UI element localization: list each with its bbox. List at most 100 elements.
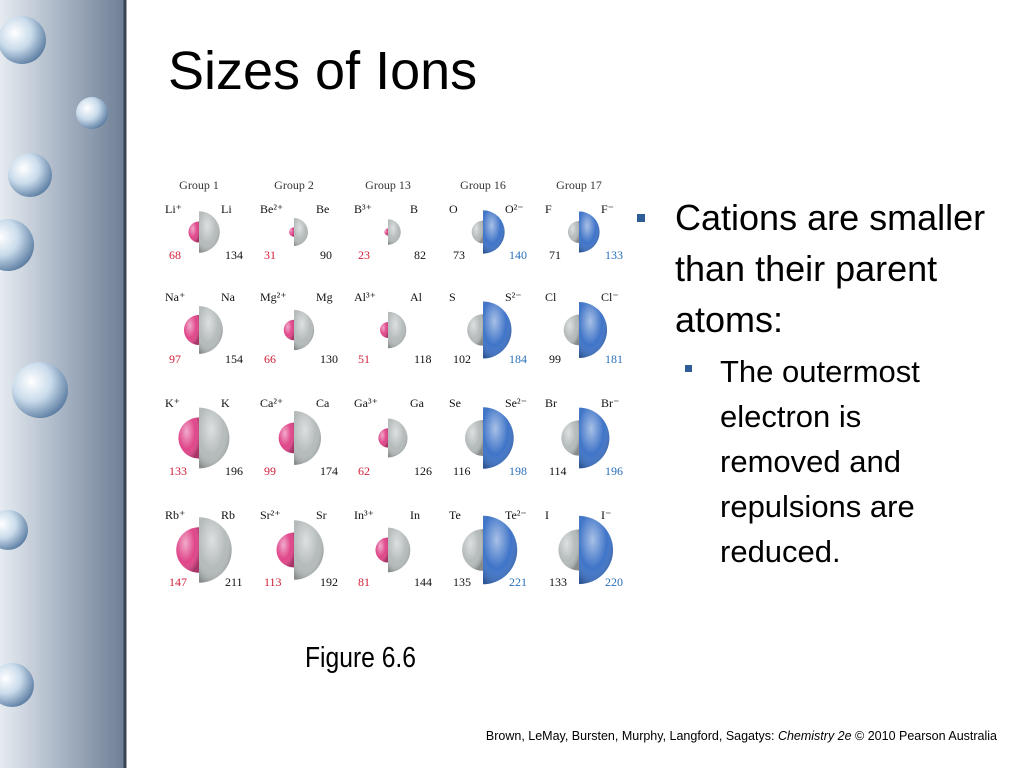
shading bbox=[483, 515, 518, 585]
bullet: Cations are smaller than their parent at… bbox=[637, 192, 1015, 345]
shading bbox=[388, 418, 408, 458]
atom-symbol: Rb bbox=[221, 508, 235, 522]
atom-radius: 211 bbox=[225, 575, 243, 589]
atom-radius: 192 bbox=[320, 575, 338, 589]
shading bbox=[467, 314, 483, 346]
shading bbox=[283, 319, 294, 341]
shading bbox=[199, 407, 230, 469]
shading bbox=[176, 527, 199, 573]
atom-radius: 82 bbox=[414, 248, 426, 262]
atom-symbol: F bbox=[545, 202, 552, 216]
ion-symbol: B³⁺ bbox=[354, 202, 372, 216]
ion-radius: 99 bbox=[264, 464, 276, 478]
atom-symbol: Te bbox=[449, 508, 461, 522]
ion-symbol: Sr²⁺ bbox=[260, 508, 281, 522]
atom-symbol: S bbox=[449, 290, 456, 304]
shading bbox=[199, 517, 232, 583]
shading bbox=[276, 532, 294, 568]
shading bbox=[561, 420, 579, 456]
atom-radius: 114 bbox=[549, 464, 567, 478]
citation: Brown, LeMay, Bursten, Murphy, Langford,… bbox=[486, 729, 997, 743]
atom-symbol: K bbox=[221, 396, 230, 410]
atom-symbol: Ca bbox=[316, 396, 330, 410]
shading bbox=[384, 228, 388, 236]
ion-radius: 196 bbox=[605, 464, 623, 478]
slide-title: Sizes of Ions bbox=[168, 41, 478, 101]
atom-symbol: Se bbox=[449, 396, 461, 410]
shading bbox=[579, 211, 600, 253]
ion-symbol: F⁻ bbox=[601, 202, 614, 216]
atom-radius: 135 bbox=[453, 575, 471, 589]
shading bbox=[378, 428, 388, 448]
group-label: Group 17 bbox=[556, 178, 602, 192]
bubbles bbox=[0, 16, 108, 707]
citation-rest: © 2010 Pearson Australia bbox=[851, 729, 997, 743]
ion-radius: 23 bbox=[358, 248, 370, 262]
atom-radius: 116 bbox=[453, 464, 471, 478]
ion-radius: 147 bbox=[169, 575, 187, 589]
ion-symbol: Br⁻ bbox=[601, 396, 619, 410]
atom-radius: 196 bbox=[225, 464, 243, 478]
ion-radius: 66 bbox=[264, 352, 276, 366]
citation-book: Chemistry 2e bbox=[777, 729, 852, 743]
ion-radius: 51 bbox=[358, 352, 370, 366]
shading bbox=[483, 301, 512, 359]
shading bbox=[199, 306, 223, 354]
ion-symbol: Ca²⁺ bbox=[260, 396, 283, 410]
ion-symbol: Na⁺ bbox=[165, 290, 185, 304]
ion-radius: 97 bbox=[169, 352, 181, 366]
ion-symbol: Be²⁺ bbox=[260, 202, 283, 216]
atom-radius: 71 bbox=[549, 248, 561, 262]
ion-symbol: K⁺ bbox=[165, 396, 180, 410]
ion-radius: 62 bbox=[358, 464, 370, 478]
atom-symbol: Al bbox=[410, 290, 423, 304]
shading bbox=[579, 515, 614, 585]
shading bbox=[483, 407, 514, 469]
shading bbox=[183, 314, 199, 346]
ion-symbol: Rb⁺ bbox=[165, 508, 185, 522]
shading bbox=[294, 520, 324, 580]
shading bbox=[278, 422, 294, 454]
group-label: Group 2 bbox=[274, 178, 314, 192]
atom-radius: 130 bbox=[320, 352, 338, 366]
atom-symbol: Na bbox=[221, 290, 236, 304]
atom-symbol: B bbox=[410, 202, 418, 216]
shading bbox=[375, 537, 388, 563]
ion-symbol: Ga³⁺ bbox=[354, 396, 378, 410]
ion-radius: 81 bbox=[358, 575, 370, 589]
shading bbox=[294, 218, 308, 246]
shading bbox=[199, 211, 220, 253]
group-label: Group 13 bbox=[365, 178, 411, 192]
ion-radius: 220 bbox=[605, 575, 623, 589]
ion-symbol: Mg²⁺ bbox=[260, 290, 287, 304]
citation-authors: Brown, LeMay, Bursten, Murphy, Langford,… bbox=[485, 729, 778, 743]
ion-symbol: O²⁻ bbox=[505, 202, 524, 216]
ion-symbol: Al³⁺ bbox=[354, 290, 376, 304]
atom-radius: 154 bbox=[225, 352, 243, 366]
ion-symbol: S²⁻ bbox=[505, 290, 522, 304]
atom-radius: 99 bbox=[549, 352, 561, 366]
atom-radius: 126 bbox=[414, 464, 432, 478]
atom-radius: 118 bbox=[414, 352, 432, 366]
shading bbox=[558, 529, 579, 571]
figure-caption: Figure 6.6 bbox=[305, 642, 416, 674]
ion-symbol: Te²⁻ bbox=[505, 508, 527, 522]
atom-radius: 134 bbox=[225, 248, 243, 262]
atom-symbol: Cl bbox=[545, 290, 557, 304]
atom-radius: 90 bbox=[320, 248, 332, 262]
shading bbox=[563, 314, 579, 346]
ion-radius: 140 bbox=[509, 248, 527, 262]
shading bbox=[462, 529, 483, 571]
shading bbox=[483, 210, 505, 254]
atom-symbol: Mg bbox=[316, 290, 333, 304]
atom-symbol: Be bbox=[316, 202, 329, 216]
atom-radius: 73 bbox=[453, 248, 465, 262]
ion-radius: 184 bbox=[509, 352, 527, 366]
shading bbox=[388, 219, 401, 245]
shading bbox=[380, 322, 388, 338]
shading bbox=[579, 301, 608, 359]
atom-symbol: Sr bbox=[316, 508, 327, 522]
atom-symbol: I bbox=[545, 508, 549, 522]
group-label: Group 1 bbox=[179, 178, 219, 192]
ion-radius: 68 bbox=[169, 248, 181, 262]
